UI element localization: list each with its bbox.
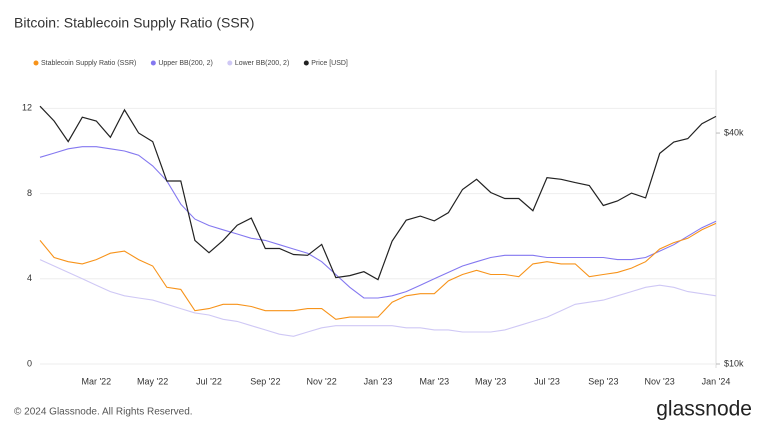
series-line (39, 146, 717, 299)
x-tick-label: Jan '23 (364, 376, 393, 386)
chart-title: Bitcoin: Stablecoin Supply Ratio (SSR) (14, 15, 254, 31)
y-tick-label: 4 (27, 273, 32, 283)
y-tick-label: 12 (22, 103, 32, 113)
legend-label: Price [USD] (311, 60, 348, 67)
series-line (39, 105, 717, 281)
y2-tick-label: $40k (724, 127, 744, 137)
legend-marker (227, 60, 233, 66)
legend-marker (303, 60, 309, 66)
x-tick-label: May '23 (475, 376, 506, 386)
x-tick-label: Mar '22 (81, 376, 111, 386)
y-tick-label: 8 (27, 188, 32, 198)
legend-label: Lower BB(200, 2) (235, 60, 289, 67)
y2-tick-label: $10k (724, 358, 744, 368)
x-tick-label: Nov '22 (307, 376, 337, 386)
legend-label: Upper BB(200, 2) (158, 60, 212, 67)
x-tick-label: Nov '23 (645, 376, 675, 386)
x-tick-label: Sep '23 (588, 376, 618, 386)
x-tick-label: Jan '24 (702, 376, 731, 386)
legend-marker (33, 60, 39, 66)
x-tick-label: May '22 (137, 376, 168, 386)
footer: © 2024 Glassnode. All Rights Reserved. (14, 407, 193, 418)
x-tick-label: Jul '22 (196, 376, 222, 386)
x-tick-label: Sep '22 (250, 376, 280, 386)
brand-logo: glassnode (656, 398, 752, 421)
x-tick-label: Jul '23 (534, 376, 560, 386)
y-tick-label: 0 (27, 358, 32, 368)
series-line (39, 222, 717, 320)
legend-marker (150, 60, 156, 66)
series-line (39, 259, 717, 337)
x-tick-label: Mar '23 (419, 376, 449, 386)
legend-label: Stablecoin Supply Ratio (SSR) (41, 60, 136, 67)
